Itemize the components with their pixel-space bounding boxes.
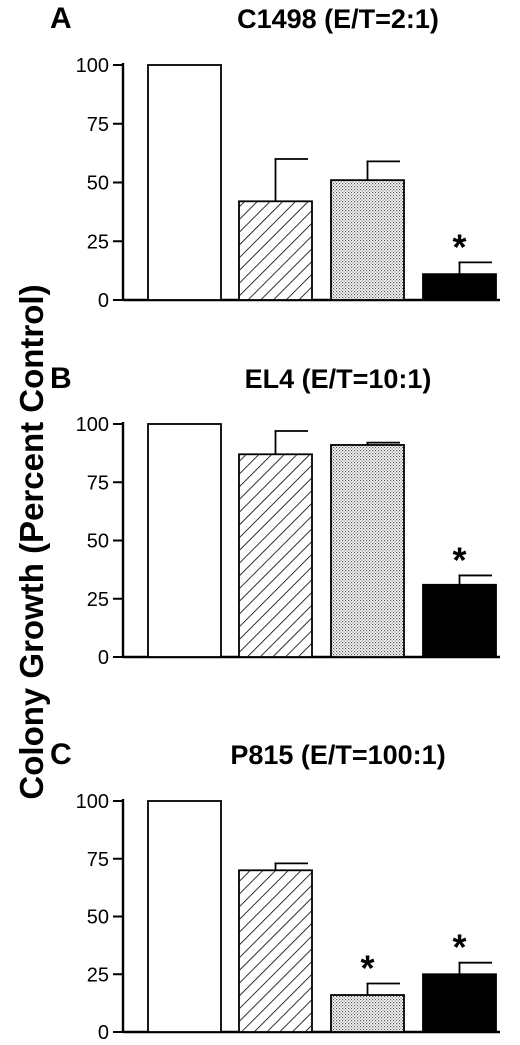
y-tick-label: 50 <box>87 173 109 195</box>
bar <box>147 800 222 1033</box>
panel-title: P815 (E/T=100:1) <box>230 740 445 770</box>
panel-a: A C1498 (E/T=2:1) 0 25 50 75 100 * <box>50 2 500 312</box>
bar <box>330 994 405 1033</box>
bar <box>330 444 405 658</box>
significance-star: * <box>452 927 466 968</box>
y-tick-label: 100 <box>76 414 109 436</box>
bar <box>330 179 405 301</box>
bar <box>147 64 222 301</box>
y-tick-label: 25 <box>87 231 109 253</box>
bar <box>422 583 497 658</box>
y-tick-label: 0 <box>98 290 109 312</box>
y-tick-label: 50 <box>87 907 109 929</box>
significance-star: * <box>452 539 466 580</box>
bar <box>422 973 497 1033</box>
panel-c: C P815 (E/T=100:1) 0 25 50 75 100 * * <box>50 738 500 1044</box>
y-tick-label: 75 <box>87 472 109 494</box>
y-tick-label: 0 <box>98 1022 109 1044</box>
panel-title: EL4 (E/T=10:1) <box>245 364 432 394</box>
panel-title: C1498 (E/T=2:1) <box>237 4 439 34</box>
bar <box>422 273 497 301</box>
bar <box>238 869 313 1033</box>
bar <box>238 200 313 301</box>
y-tick-label: 75 <box>87 114 109 136</box>
panel-letter: A <box>50 2 72 35</box>
panel-letter: B <box>50 362 72 395</box>
significance-star: * <box>452 226 466 267</box>
y-tick-label: 100 <box>76 55 109 77</box>
significance-star: * <box>360 947 374 988</box>
y-tick-label: 100 <box>76 791 109 813</box>
panel-letter: C <box>50 738 72 771</box>
bar <box>147 423 222 658</box>
panels: A C1498 (E/T=2:1) 0 25 50 75 100 * B EL4 (E/T=10:… <box>50 2 500 1044</box>
y-tick-label: 25 <box>87 964 109 986</box>
y-tick-label: 25 <box>87 589 109 611</box>
y-axis-label: Colony Growth (Percent Control) <box>13 284 50 799</box>
panel-b: B EL4 (E/T=10:1) 0 25 50 75 100 * <box>50 362 500 669</box>
y-tick-label: 0 <box>98 647 109 669</box>
y-tick-label: 50 <box>87 531 109 553</box>
y-tick-label: 75 <box>87 849 109 871</box>
bar <box>238 453 313 658</box>
